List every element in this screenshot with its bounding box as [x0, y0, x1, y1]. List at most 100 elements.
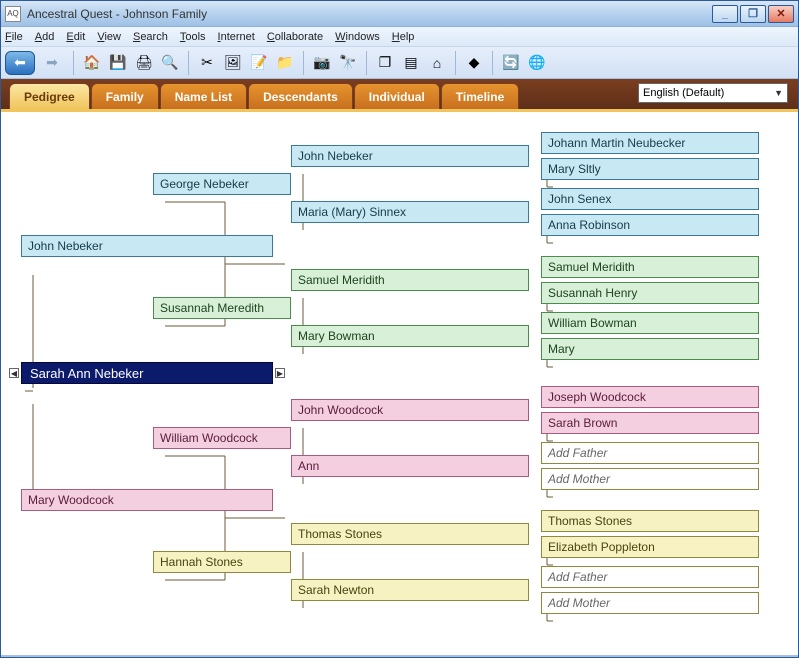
person-name: Add Mother — [548, 596, 610, 610]
person-node[interactable]: Joseph Woodcock — [541, 386, 759, 408]
menu-help[interactable]: Help — [392, 31, 415, 43]
toolbar-separator — [455, 51, 456, 75]
person-node[interactable]: Samuel Meridith — [291, 269, 529, 291]
person-name: Johann Martin Neubecker — [548, 136, 685, 150]
camera-icon[interactable]: 📷 — [310, 51, 334, 75]
add-person-slot[interactable]: Add Mother — [541, 592, 759, 614]
binoculars-icon[interactable]: 🔭 — [336, 51, 360, 75]
house-icon[interactable]: ⌂ — [425, 51, 449, 75]
stack-icon[interactable]: ▤ — [399, 51, 423, 75]
titlebar: AQ Ancestral Quest - Johnson Family _ ❐ … — [1, 1, 798, 27]
menu-collaborate[interactable]: Collaborate — [267, 31, 323, 43]
add-person-slot[interactable]: Add Father — [541, 442, 759, 464]
window-title: Ancestral Quest - Johnson Family — [27, 7, 207, 21]
person-node[interactable]: John Woodcock — [291, 399, 529, 421]
menu-internet[interactable]: Internet — [218, 31, 255, 43]
person-name: Sarah Newton — [298, 583, 374, 597]
menu-view[interactable]: View — [97, 31, 121, 43]
person-node[interactable]: Sarah Brown — [541, 412, 759, 434]
home-icon[interactable]: 🏠 — [80, 51, 104, 75]
window-icon[interactable]: ❐ — [373, 51, 397, 75]
close-button[interactable]: ✕ — [768, 5, 794, 23]
tab-family[interactable]: Family — [91, 83, 159, 109]
back-button[interactable]: ⬅ — [5, 51, 35, 75]
person-name: Add Father — [548, 570, 607, 584]
toolbar: ⬅➡ 🏠💾🖨🔍 ✂🖼📝📁 📷🔭 ❐▤⌂ ◆ 🔄🌐 — [1, 47, 798, 79]
nav-left-icon[interactable]: ◀ — [9, 368, 19, 378]
print-icon[interactable]: 🖨 — [132, 51, 156, 75]
nav-right-icon[interactable]: ▶ — [275, 368, 285, 378]
person-node[interactable]: John Senex — [541, 188, 759, 210]
tab-individual[interactable]: Individual — [354, 83, 440, 109]
app-window: AQ Ancestral Quest - Johnson Family _ ❐ … — [0, 0, 799, 658]
forward-button[interactable]: ➡ — [37, 51, 67, 75]
person-node[interactable]: Mary Sltly — [541, 158, 759, 180]
person-node[interactable]: Johann Martin Neubecker — [541, 132, 759, 154]
person-name: Add Mother — [548, 472, 610, 486]
globe-icon[interactable]: 🌐 — [525, 51, 549, 75]
root-person[interactable]: Sarah Ann Nebeker◀▶ — [21, 362, 273, 384]
menu-edit[interactable]: Edit — [66, 31, 85, 43]
person-name: Elizabeth Poppleton — [548, 540, 655, 554]
person-node[interactable]: John Nebeker — [291, 145, 529, 167]
language-select[interactable]: English (Default) ▼ — [638, 83, 788, 103]
menu-tools[interactable]: Tools — [180, 31, 206, 43]
person-node[interactable]: William Bowman — [541, 312, 759, 334]
person-node[interactable]: Sarah Newton — [291, 579, 529, 601]
menu-search[interactable]: Search — [133, 31, 168, 43]
person-node[interactable]: John Nebeker — [21, 235, 273, 257]
person-node[interactable]: Mary Bowman — [291, 325, 529, 347]
pedigree-chart[interactable]: Johann Martin Neubecker Mary Sltly John Se… — [1, 109, 798, 657]
person-node[interactable]: William Woodcock — [153, 427, 291, 449]
person-name: Mary — [548, 342, 575, 356]
tab-pedigree[interactable]: Pedigree — [9, 83, 90, 109]
person-node[interactable]: Mary — [541, 338, 759, 360]
person-name: Anna Robinson — [548, 218, 630, 232]
person-node[interactable]: Hannah Stones — [153, 551, 291, 573]
person-node[interactable]: Anna Robinson — [541, 214, 759, 236]
minimize-button[interactable]: _ — [712, 5, 738, 23]
person-node[interactable]: Maria (Mary) Sinnex — [291, 201, 529, 223]
warning-icon[interactable]: ◆ — [462, 51, 486, 75]
person-name: John Nebeker — [28, 239, 103, 253]
dropdown-arrow-icon: ▼ — [774, 88, 783, 98]
person-name: Sarah Ann Nebeker — [30, 366, 143, 381]
toolbar-separator — [492, 51, 493, 75]
person-node[interactable]: Thomas Stones — [291, 523, 529, 545]
menu-windows[interactable]: Windows — [335, 31, 380, 43]
person-name: Susannah Meredith — [160, 301, 264, 315]
folder-icon[interactable]: 📁 — [273, 51, 297, 75]
person-name: Maria (Mary) Sinnex — [298, 205, 406, 219]
menu-file[interactable]: File — [5, 31, 23, 43]
person-node[interactable]: Samuel Meridith — [541, 256, 759, 278]
person-name: Hannah Stones — [160, 555, 243, 569]
tab-name-list[interactable]: Name List — [160, 83, 247, 109]
tab-timeline[interactable]: Timeline — [441, 83, 519, 109]
person-name: John Nebeker — [298, 149, 373, 163]
save-icon[interactable]: 💾 — [106, 51, 130, 75]
person-name: Thomas Stones — [548, 514, 632, 528]
preview-icon[interactable]: 🔍 — [158, 51, 182, 75]
menu-add[interactable]: Add — [35, 31, 55, 43]
toolbar-separator — [73, 51, 74, 75]
image-icon[interactable]: 🖼 — [221, 51, 245, 75]
person-node[interactable]: Elizabeth Poppleton — [541, 536, 759, 558]
toolbar-separator — [188, 51, 189, 75]
person-name: Sarah Brown — [548, 416, 617, 430]
person-name: Samuel Meridith — [548, 260, 635, 274]
person-name: William Bowman — [548, 316, 637, 330]
person-node[interactable]: Ann — [291, 455, 529, 477]
tab-descendants[interactable]: Descendants — [248, 83, 353, 109]
maximize-button[interactable]: ❐ — [740, 5, 766, 23]
cut-icon[interactable]: ✂ — [195, 51, 219, 75]
person-node[interactable]: Thomas Stones — [541, 510, 759, 532]
person-node[interactable]: Susannah Meredith — [153, 297, 291, 319]
refresh-icon[interactable]: 🔄 — [499, 51, 523, 75]
add-person-slot[interactable]: Add Father — [541, 566, 759, 588]
tab-strip: PedigreeFamilyName ListDescendantsIndivi… — [1, 79, 798, 109]
note-icon[interactable]: 📝 — [247, 51, 271, 75]
add-person-slot[interactable]: Add Mother — [541, 468, 759, 490]
person-node[interactable]: Susannah Henry — [541, 282, 759, 304]
person-node[interactable]: George Nebeker — [153, 173, 291, 195]
person-node[interactable]: Mary Woodcock — [21, 489, 273, 511]
